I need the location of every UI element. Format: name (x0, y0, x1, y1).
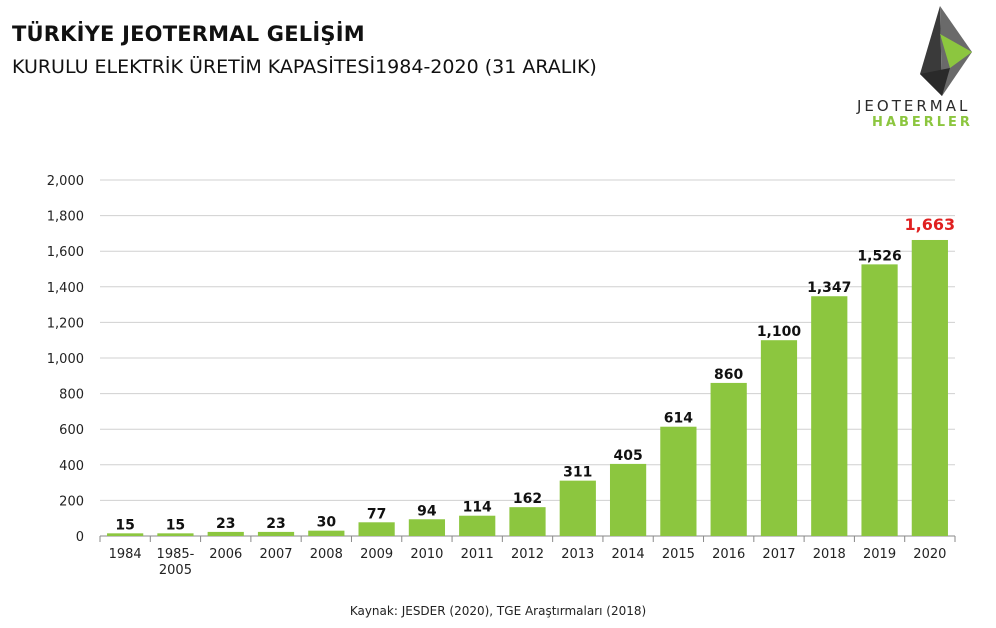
data-label: 1,347 (807, 280, 851, 296)
y-tick-label: 0 (76, 530, 84, 545)
x-tick-label: 2011 (461, 547, 494, 562)
x-tick-label: 2017 (762, 547, 795, 562)
data-label: 15 (166, 517, 185, 533)
x-tick-label: 2012 (511, 547, 544, 562)
data-label: 77 (367, 506, 386, 522)
chart-subtitle: KURULU ELEKTRİK ÜRETİM KAPASİTESİ1984-20… (12, 56, 597, 78)
x-tick-label: 2015 (662, 547, 695, 562)
x-tick-label: 2006 (209, 547, 242, 562)
data-label: 311 (563, 465, 592, 481)
data-label: 94 (417, 503, 437, 519)
data-label: 405 (613, 448, 642, 464)
data-label: 114 (463, 500, 492, 516)
bar (308, 530, 345, 536)
x-tick-label: 2014 (612, 547, 645, 562)
bar (358, 522, 395, 536)
logo-sub: HABERLER (872, 115, 973, 130)
bar (911, 239, 948, 536)
chart-title: TÜRKİYE JEOTERMAL GELİŞİM (12, 22, 365, 46)
y-tick-label: 800 (59, 388, 84, 403)
data-label: 30 (317, 515, 337, 531)
bar (609, 463, 647, 536)
data-label: 23 (216, 516, 235, 532)
data-label: 23 (266, 516, 285, 532)
x-tick-label: 2013 (561, 547, 594, 562)
bar (760, 340, 798, 536)
logo-icon (910, 4, 976, 100)
x-tick-label: 1985- (157, 547, 195, 562)
bar (157, 533, 194, 536)
x-tick-label: 2005 (159, 563, 192, 578)
x-tick-label: 2019 (863, 547, 896, 562)
data-label: 1,526 (857, 248, 901, 264)
x-tick-label: 1984 (109, 547, 142, 562)
y-tick-label: 200 (59, 494, 84, 509)
y-tick-label: 1,000 (47, 352, 84, 367)
x-tick-label: 2010 (410, 547, 443, 562)
y-tick-label: 400 (59, 459, 84, 474)
y-tick-label: 1,800 (47, 210, 84, 225)
bar (207, 531, 244, 536)
y-tick-label: 1,200 (47, 316, 84, 331)
bar (660, 426, 697, 536)
y-tick-label: 600 (59, 423, 84, 438)
y-tick-label: 1,400 (47, 281, 84, 296)
bar (257, 531, 295, 536)
data-label: 15 (115, 517, 134, 533)
bar (811, 296, 848, 536)
x-tick-label: 2020 (913, 547, 946, 562)
x-tick-label: 2018 (813, 547, 846, 562)
bar-chart: 15 15 23 23 30 77 94 114 162 311 405 614 860 1,100 1,3… (47, 174, 956, 578)
logo-name: JEOTERMAL (857, 97, 971, 115)
bar (408, 519, 446, 536)
bar (710, 382, 747, 536)
data-label: 1,663 (905, 215, 956, 234)
data-label: 1,100 (757, 324, 802, 340)
x-tick-label: 2009 (360, 547, 393, 562)
x-tick-label: 2016 (712, 547, 745, 562)
y-tick-label: 1,600 (47, 245, 84, 260)
bar (107, 533, 144, 536)
data-label: 614 (664, 411, 693, 427)
x-tick-label: 2007 (259, 547, 292, 562)
data-label: 162 (513, 491, 542, 507)
data-label: 860 (714, 367, 743, 383)
source-note: Kaynak: JESDER (2020), TGE Araştırmaları… (349, 604, 647, 618)
bar (559, 480, 596, 536)
bar (459, 515, 496, 536)
x-tick-label: 2008 (310, 547, 343, 562)
bar (861, 264, 898, 536)
y-tick-label: 2,000 (47, 174, 84, 189)
bar (509, 507, 546, 536)
